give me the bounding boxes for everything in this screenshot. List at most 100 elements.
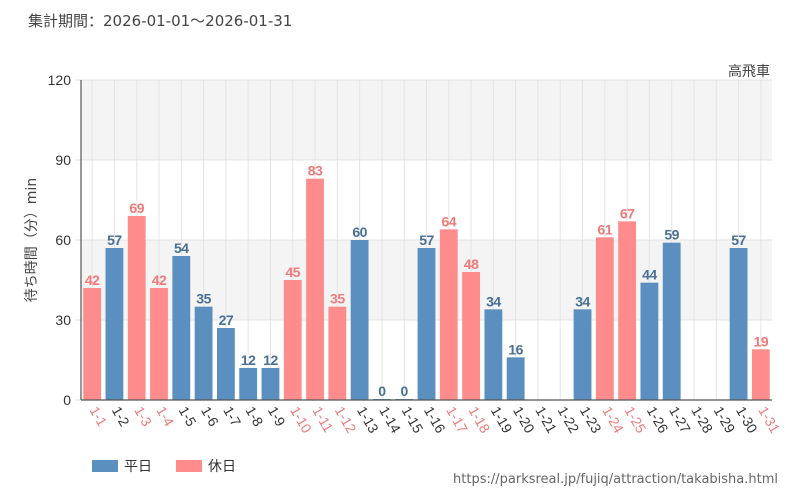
legend-label-holiday: 休日 (208, 459, 236, 475)
y-tick-label: 60 (55, 232, 71, 248)
bar (127, 216, 146, 400)
bar-value-label: 42 (152, 272, 167, 288)
bar (439, 229, 458, 400)
bar (283, 280, 302, 400)
x-tick-label: 1-4 (153, 404, 177, 430)
x-tick-label: 1-1 (87, 404, 111, 430)
x-tick-label: 1-31 (755, 404, 783, 436)
bar-value-label: 64 (442, 213, 457, 229)
bar-value-label: 48 (464, 256, 479, 272)
bar-value-label: 57 (731, 232, 746, 248)
legend-swatch-weekday (92, 460, 118, 472)
bar (261, 368, 280, 400)
x-tick-label: 1-9 (265, 404, 289, 430)
x-tick-label: 1-2 (109, 404, 133, 430)
bar-value-label: 27 (219, 312, 234, 328)
bar (328, 306, 347, 400)
bar-value-label: 57 (107, 232, 122, 248)
bar (729, 248, 748, 400)
x-tick-label: 1-3 (131, 404, 155, 430)
x-tick-label: 1-30 (733, 404, 761, 436)
x-tick-label: 1-22 (555, 404, 583, 436)
bar (172, 256, 191, 400)
bar (662, 242, 681, 400)
bar (573, 309, 592, 400)
x-tick-label: 1-29 (711, 404, 739, 436)
x-tick-label: 1-12 (332, 404, 360, 436)
bar-value-label: 12 (263, 352, 278, 368)
bar (216, 328, 235, 400)
bar-value-label: 54 (174, 240, 189, 256)
x-tick-label: 1-15 (399, 404, 427, 436)
x-tick-label: 1-16 (421, 404, 449, 436)
bar (618, 221, 637, 400)
x-tick-label: 1-6 (198, 404, 222, 430)
x-tick-label: 1-23 (577, 404, 605, 436)
bar (506, 357, 525, 400)
x-tick-label: 1-8 (243, 404, 267, 430)
x-tick-label: 1-25 (622, 404, 650, 436)
bar-value-label: 69 (129, 200, 144, 216)
x-tick-label: 1-28 (688, 404, 716, 436)
bar (150, 288, 168, 400)
y-tick-label: 30 (55, 312, 71, 328)
bar (595, 237, 614, 400)
legend-item-weekday: 平日 (92, 456, 152, 476)
x-tick-label: 1-18 (465, 404, 493, 436)
x-tick-label: 1-24 (599, 404, 627, 436)
x-tick-label: 1-13 (354, 404, 382, 436)
y-axis-label: 待ち時間（分）min (24, 178, 40, 302)
bar-value-label: 45 (285, 264, 300, 280)
bar-value-label: 60 (352, 224, 367, 240)
bar (640, 282, 659, 400)
bar-value-label: 34 (486, 293, 501, 309)
legend: 平日 休日 (92, 456, 236, 476)
bar-value-label: 35 (196, 291, 211, 307)
x-tick-label: 1-5 (176, 404, 200, 430)
x-tick-label: 1-26 (644, 404, 672, 436)
y-tick-label: 90 (55, 152, 71, 168)
bar-value-label: 42 (85, 272, 100, 288)
legend-label-weekday: 平日 (124, 459, 152, 475)
legend-swatch-holiday (176, 460, 202, 472)
bar (83, 288, 102, 400)
bar (194, 306, 213, 400)
source-url: https://parksreal.jp/fujiq/attraction/ta… (453, 472, 778, 487)
bar-value-label: 35 (330, 291, 345, 307)
bar (751, 349, 770, 400)
x-tick-label: 1-21 (532, 404, 560, 436)
bar-value-label: 0 (401, 383, 409, 399)
period-text: 集計期間：2026-01-01〜2026-01-31 (28, 12, 293, 30)
x-tick-label: 1-14 (376, 404, 404, 436)
bar (306, 178, 324, 400)
bar-value-label: 57 (419, 232, 434, 248)
attraction-name: 高飛車 (728, 64, 770, 80)
bar (484, 309, 503, 400)
bar-value-label: 19 (754, 333, 769, 349)
bar-value-label: 34 (575, 293, 590, 309)
bar-value-label: 83 (308, 163, 323, 179)
bar-value-label: 61 (598, 221, 613, 237)
x-tick-label: 1-20 (510, 404, 538, 436)
x-tick-label: 1-19 (488, 404, 516, 436)
bar (462, 272, 480, 400)
bar (417, 248, 436, 400)
bar (105, 248, 124, 400)
bar-value-label: 12 (241, 352, 256, 368)
x-tick-label: 1-27 (666, 404, 694, 436)
bar-value-label: 0 (378, 383, 386, 399)
bar (350, 240, 369, 400)
bar-value-label: 44 (642, 267, 657, 283)
x-tick-label: 1-17 (443, 404, 471, 436)
x-tick-label: 1-7 (220, 404, 244, 430)
bar-value-label: 16 (508, 341, 523, 357)
bar (239, 368, 258, 400)
y-tick-label: 0 (63, 392, 71, 408)
bar-value-label: 67 (620, 205, 635, 221)
x-tick-label: 1-10 (287, 404, 315, 436)
x-tick-label: 1-11 (309, 404, 336, 436)
bar-value-label: 59 (664, 227, 679, 243)
legend-item-holiday: 休日 (176, 456, 236, 476)
y-tick-label: 120 (48, 72, 72, 88)
